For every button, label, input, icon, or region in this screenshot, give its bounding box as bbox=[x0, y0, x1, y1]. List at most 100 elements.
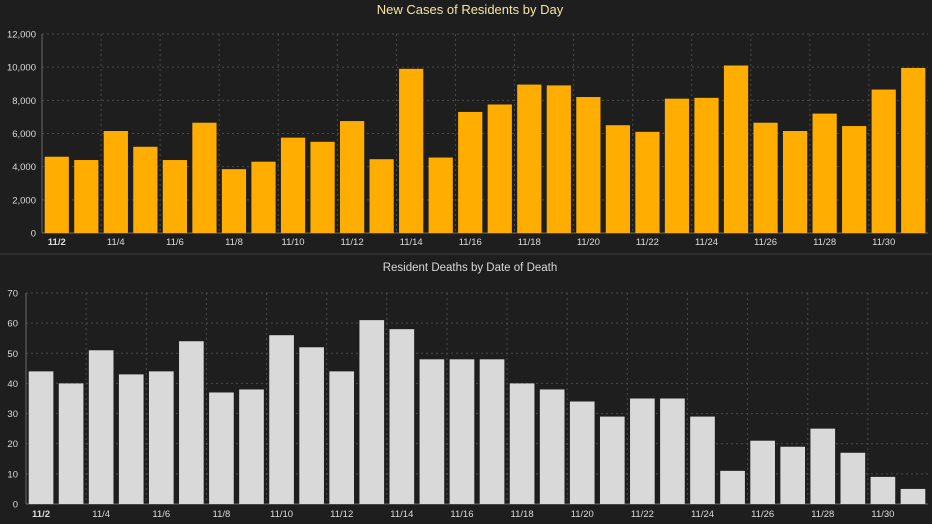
x-tick-label: 11/12 bbox=[330, 509, 353, 520]
x-tick-label: 11/28 bbox=[811, 509, 834, 520]
bar-11-28[interactable] bbox=[812, 113, 837, 233]
bar-11-9[interactable] bbox=[239, 389, 264, 504]
x-tick-label: 11/30 bbox=[871, 509, 894, 520]
bar-11-25[interactable] bbox=[723, 65, 749, 233]
bar-11-13[interactable] bbox=[359, 320, 385, 504]
x-tick-label: 11/18 bbox=[511, 509, 534, 520]
bar-11-19[interactable] bbox=[546, 85, 571, 234]
bar-11-12[interactable] bbox=[339, 121, 365, 233]
deaths-chart: 0 10 20 30 40 50 60 70 11/2 11/4 11/6 11/8 11/10 11/1… bbox=[7, 289, 928, 520]
bar-11-16[interactable] bbox=[458, 111, 483, 233]
bar-11-29[interactable] bbox=[840, 452, 866, 504]
bar-11-29[interactable] bbox=[842, 126, 867, 233]
bar-11-19[interactable] bbox=[539, 389, 565, 504]
bar-11-18[interactable] bbox=[509, 383, 535, 504]
bar-11-3[interactable] bbox=[74, 160, 99, 233]
x-tick-label: 11/16 bbox=[450, 509, 473, 520]
x-tick-label: 11/8 bbox=[225, 237, 243, 248]
x-tick-label: 11/12 bbox=[341, 237, 364, 248]
bar-11-6[interactable] bbox=[162, 160, 188, 233]
x-tick-label: 11/10 bbox=[270, 509, 293, 520]
bar-11-20[interactable] bbox=[569, 401, 595, 504]
bar-11-7[interactable] bbox=[179, 341, 204, 504]
bar-11-17[interactable] bbox=[487, 104, 512, 234]
bar-11-21[interactable] bbox=[599, 416, 625, 504]
y-tick-label: 60 bbox=[7, 319, 18, 330]
x-tick-label: 11/16 bbox=[459, 237, 482, 248]
bar-11-10[interactable] bbox=[269, 335, 294, 504]
bar-11-6[interactable] bbox=[148, 371, 174, 504]
bar-11-17[interactable] bbox=[479, 359, 505, 504]
bar-11-30[interactable] bbox=[871, 89, 896, 233]
y-tick-label: 10,000 bbox=[7, 63, 36, 74]
bar-11-24[interactable] bbox=[694, 97, 719, 234]
bar-11-14[interactable] bbox=[389, 329, 415, 504]
x-tick-label: 11/10 bbox=[281, 237, 304, 248]
y-tick-label: 10 bbox=[7, 469, 18, 480]
bar-11-4[interactable] bbox=[103, 131, 128, 233]
bar-11-22[interactable] bbox=[630, 398, 655, 505]
y-tick-label: 4,000 bbox=[12, 162, 36, 173]
bar-11-21[interactable] bbox=[605, 125, 631, 233]
bar-11-14[interactable] bbox=[399, 68, 424, 233]
y-tick-label: 40 bbox=[7, 379, 18, 390]
bar-11-15[interactable] bbox=[428, 157, 453, 233]
bar-11-18[interactable] bbox=[517, 84, 542, 234]
x-tick-label: 11/24 bbox=[695, 237, 718, 248]
x-tick-label: 11/26 bbox=[751, 509, 774, 520]
bar-11-4[interactable] bbox=[88, 350, 114, 504]
bar-11-16[interactable] bbox=[449, 359, 475, 504]
x-tick-label: 11/4 bbox=[92, 509, 110, 520]
bar-11-24[interactable] bbox=[690, 416, 715, 504]
x-tick-label: 11/14 bbox=[400, 237, 423, 248]
bar-12-1[interactable] bbox=[900, 488, 926, 504]
bar-11-20[interactable] bbox=[576, 97, 601, 234]
bar-11-22[interactable] bbox=[635, 131, 660, 233]
x-tick-label: 11/26 bbox=[754, 237, 777, 248]
y-tick-label: 70 bbox=[7, 289, 18, 300]
x-tick-label: 11/6 bbox=[152, 509, 170, 520]
cases-chart: 0 2,000 4,000 6,000 8,000 10,000 12,000 11/2 11/… bbox=[7, 30, 928, 248]
bar-11-27[interactable] bbox=[782, 131, 808, 233]
y-tick-label: 0 bbox=[13, 500, 18, 511]
bar-11-5[interactable] bbox=[118, 374, 144, 504]
bar-11-28[interactable] bbox=[810, 428, 836, 504]
x-tick-label: 11/2 bbox=[48, 237, 66, 248]
y-tick-label: 2,000 bbox=[12, 195, 36, 206]
bar-11-15[interactable] bbox=[419, 359, 445, 504]
bar-11-8[interactable] bbox=[221, 169, 247, 233]
bar-11-30[interactable] bbox=[870, 476, 896, 504]
x-tick-label: 11/2 bbox=[32, 509, 50, 520]
y-tick-label: 20 bbox=[7, 439, 18, 450]
bar-11-2[interactable] bbox=[28, 371, 54, 504]
bar-11-5[interactable] bbox=[133, 146, 158, 233]
x-tick-label: 11/8 bbox=[213, 509, 231, 520]
bar-11-23[interactable] bbox=[660, 398, 685, 505]
y-tick-label: 6,000 bbox=[12, 129, 36, 140]
bar-11-26[interactable] bbox=[750, 440, 775, 504]
x-tick-label: 11/22 bbox=[631, 509, 654, 520]
bar-12-1[interactable] bbox=[901, 67, 926, 233]
bar-11-13[interactable] bbox=[369, 159, 394, 233]
bar-11-10[interactable] bbox=[280, 137, 306, 233]
deaths-chart-title: Resident Deaths by Date of Death bbox=[383, 262, 558, 274]
bar-11-12[interactable] bbox=[329, 371, 355, 504]
bar-11-9[interactable] bbox=[251, 161, 276, 233]
bar-11-11[interactable] bbox=[310, 141, 335, 233]
bar-11-27[interactable] bbox=[780, 446, 806, 504]
bar-11-7[interactable] bbox=[192, 122, 217, 233]
x-tick-label: 11/18 bbox=[518, 237, 541, 248]
x-tick-label: 11/22 bbox=[636, 237, 659, 248]
bar-11-3[interactable] bbox=[58, 383, 84, 504]
x-tick-label: 11/20 bbox=[571, 509, 594, 520]
bar-11-23[interactable] bbox=[664, 98, 690, 233]
y-tick-label: 0 bbox=[31, 229, 36, 240]
x-tick-label: 11/20 bbox=[577, 237, 600, 248]
bar-11-2[interactable] bbox=[44, 156, 69, 233]
x-tick-label: 11/4 bbox=[107, 237, 125, 248]
bar-11-26[interactable] bbox=[753, 122, 778, 233]
bar-11-25[interactable] bbox=[720, 470, 745, 504]
bar-11-11[interactable] bbox=[299, 347, 324, 504]
bar-11-8[interactable] bbox=[209, 392, 234, 504]
